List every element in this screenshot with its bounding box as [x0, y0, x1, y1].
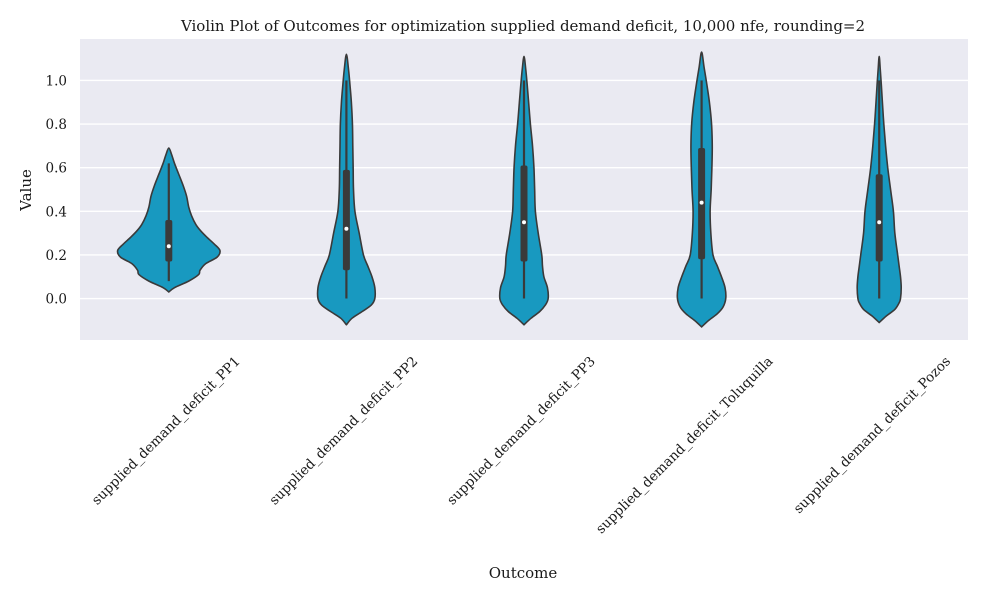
y-tick-label: 1.0: [46, 73, 67, 89]
violin-median-dot: [522, 220, 526, 225]
x-tick-label: supplied_demand_deficit_PP3: [444, 354, 599, 509]
x-tick-label: supplied_demand_deficit_Toluquilla: [593, 354, 777, 538]
violin-median-dot: [877, 220, 882, 225]
violin-median-dot: [166, 244, 171, 249]
y-tick-label: 0.8: [46, 117, 67, 133]
y-axis-ticks: 0.0 0.2 0.4 0.6 0.8 1.0: [46, 73, 67, 307]
y-tick-label: 0.2: [46, 248, 67, 264]
x-tick-label: supplied_demand_deficit_PP2: [266, 354, 421, 509]
x-axis-label: Outcome: [489, 564, 558, 582]
violin-5: [856, 55, 903, 324]
chart-title: Violin Plot of Outcomes for optimization…: [180, 17, 865, 35]
violin-3: [498, 55, 550, 326]
x-tick-label: supplied_demand_deficit_Pozos: [791, 353, 954, 516]
y-tick-label: 0.0: [46, 292, 67, 308]
y-axis-label: Value: [17, 169, 35, 212]
violin-4: [676, 51, 727, 328]
x-tick-label: supplied_demand_deficit_PP1: [89, 354, 244, 509]
violin-1: [116, 147, 221, 293]
violin-iqr-box: [520, 165, 528, 262]
x-axis-ticks: supplied_demand_deficit_PP1 supplied_dema…: [89, 353, 954, 537]
violin-iqr-box: [165, 220, 173, 262]
violin-2: [316, 53, 377, 326]
y-tick-label: 0.6: [46, 161, 67, 177]
violin-median-dot: [699, 200, 704, 205]
violin-iqr-box: [875, 174, 883, 262]
violin-median-dot: [344, 226, 349, 231]
violins: [116, 51, 903, 328]
violin-iqr-box: [342, 169, 350, 271]
y-tick-label: 0.4: [46, 204, 67, 220]
